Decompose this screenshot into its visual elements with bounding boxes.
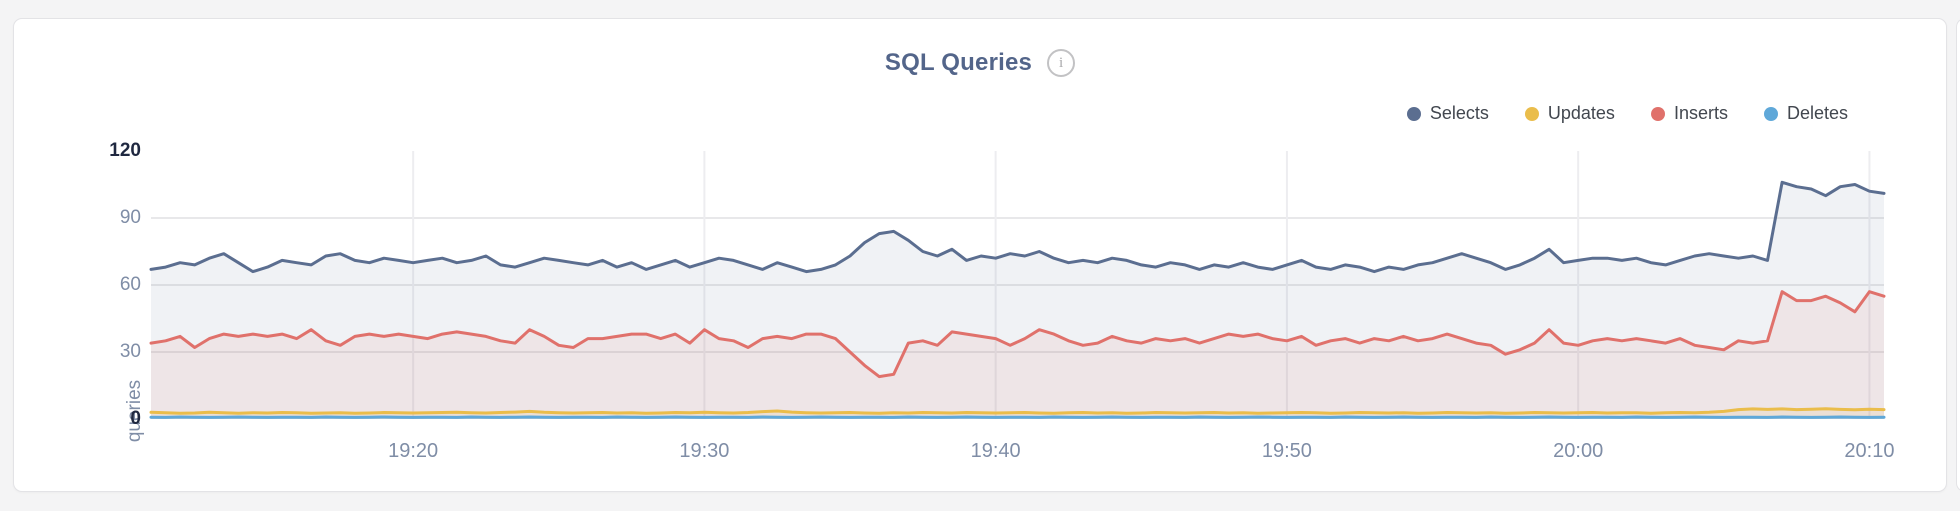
y-tick-label: 30 bbox=[69, 341, 141, 363]
y-tick-label: 0 bbox=[69, 408, 141, 430]
legend-dot-deletes bbox=[1764, 107, 1778, 121]
y-tick-label: 90 bbox=[69, 207, 141, 229]
legend-label: Deletes bbox=[1787, 103, 1848, 124]
legend-dot-selects bbox=[1407, 107, 1421, 121]
info-icon[interactable]: i bbox=[1047, 49, 1075, 77]
sql-queries-panel: SQL Queries i Selects Updates Inserts Delet… bbox=[13, 18, 1947, 492]
x-tick-label: 19:40 bbox=[951, 439, 1041, 463]
x-tick-label: 19:50 bbox=[1242, 439, 1332, 463]
legend-item-deletes[interactable]: Deletes bbox=[1764, 103, 1848, 124]
x-tick-label: 20:10 bbox=[1824, 439, 1914, 463]
x-tick-label: 19:30 bbox=[659, 439, 749, 463]
legend-item-selects[interactable]: Selects bbox=[1407, 103, 1489, 124]
chart-title: SQL Queries bbox=[885, 49, 1032, 77]
chart-plot[interactable]: queries bbox=[151, 151, 1884, 431]
legend-dot-updates bbox=[1525, 107, 1539, 121]
panel-header: SQL Queries i bbox=[14, 47, 1946, 79]
y-tick-label: 60 bbox=[69, 274, 141, 296]
legend-label: Selects bbox=[1430, 103, 1489, 124]
legend-dot-inserts bbox=[1651, 107, 1665, 121]
adjacent-panel-edge bbox=[1956, 18, 1960, 492]
x-tick-label: 19:20 bbox=[368, 439, 458, 463]
x-tick-label: 20:00 bbox=[1533, 439, 1623, 463]
legend-label: Updates bbox=[1548, 103, 1615, 124]
y-tick-label: 120 bbox=[69, 140, 141, 162]
legend-label: Inserts bbox=[1674, 103, 1728, 124]
legend-item-updates[interactable]: Updates bbox=[1525, 103, 1615, 124]
series-canvas bbox=[151, 151, 1884, 431]
legend-item-inserts[interactable]: Inserts bbox=[1651, 103, 1728, 124]
legend: Selects Updates Inserts Deletes bbox=[1407, 103, 1848, 124]
